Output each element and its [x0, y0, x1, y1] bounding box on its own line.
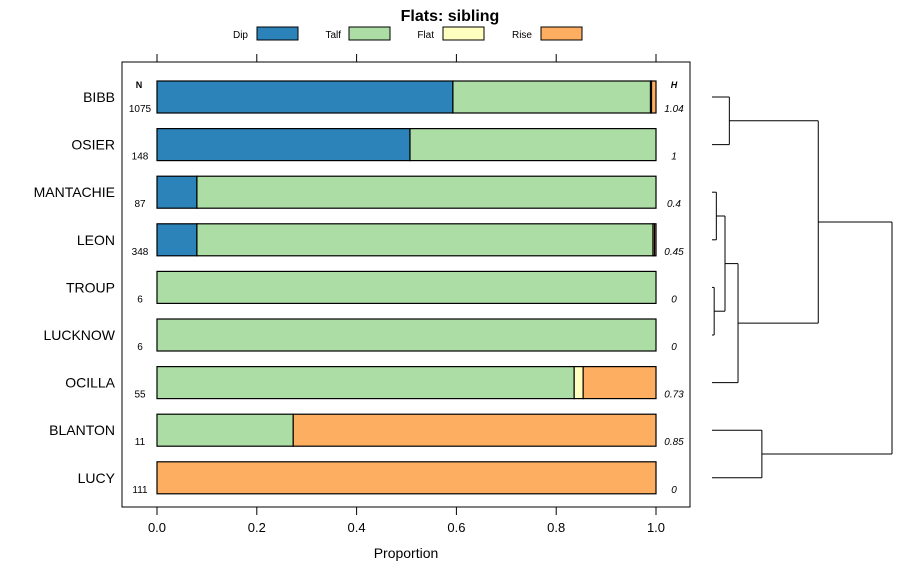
row-labels: BIBB 1075 1.04 OSIER 148 1 MANTACHIE 87 0.4 LEON 3…: [34, 89, 685, 496]
legend-label-rise: Rise: [512, 30, 532, 41]
legend-swatch-dip: [256, 26, 299, 41]
row-label-leon: LEON: [77, 232, 115, 248]
row-label-mantachie: MANTACHIE: [34, 184, 115, 200]
x-tick-label-0-4: 0.4: [348, 520, 366, 535]
n-value-lucy: 111: [132, 485, 148, 496]
n-value-blanton: 11: [135, 437, 146, 448]
row-label-blanton: BLANTON: [49, 422, 115, 438]
h-value-osier: 1: [671, 152, 677, 163]
n-value-lucknow: 6: [137, 342, 143, 353]
legend: Dip Talf Flat Rise: [233, 26, 583, 41]
bar-segment-bibb-dip: [156, 80, 454, 114]
x-axis-label: Proportion: [374, 545, 439, 561]
dendrogram: [712, 96, 893, 479]
x-tick-label-1-0: 1.0: [647, 520, 665, 535]
x-tick-label-0-0: 0.0: [148, 520, 166, 535]
row-label-lucy: LUCY: [78, 470, 116, 486]
bars: [156, 80, 657, 495]
bar-segment-lucy-rise: [156, 461, 657, 495]
h-value-lucknow: 0: [671, 342, 677, 353]
bar-segment-blanton-talf: [156, 413, 294, 447]
plot-frame: [121, 61, 691, 508]
h-value-mantachie: 0.4: [667, 199, 681, 210]
row-label-bibb: BIBB: [83, 89, 115, 105]
h-value-ocilla: 0.73: [664, 390, 684, 401]
bar-segment-leon-rise: [653, 223, 657, 257]
bar-segment-troup-talf: [156, 270, 657, 304]
legend-swatch-rise: [540, 26, 583, 41]
row-label-lucknow: LUCKNOW: [43, 327, 115, 343]
h-value-bibb: 1.04: [664, 104, 684, 115]
legend-swatch-flat: [442, 26, 485, 41]
bar-segment-lucknow-talf: [156, 318, 657, 352]
h-value-lucy: 0: [671, 485, 677, 496]
n-value-osier: 148: [132, 152, 149, 163]
n-value-mantachie: 87: [134, 199, 146, 210]
x-axis: 0.0 0.2 0.4 0.6 0.8 1.0: [148, 54, 665, 535]
n-value-leon: 348: [132, 247, 149, 258]
legend-label-talf: Talf: [325, 30, 341, 41]
chart-title: Flats: sibling: [401, 8, 500, 25]
bar-segment-leon-talf: [196, 223, 654, 257]
bar-segment-osier-talf: [409, 128, 657, 162]
bar-segment-leon-dip: [156, 223, 198, 257]
bar-segment-blanton-rise: [292, 413, 657, 447]
row-label-troup: TROUP: [66, 279, 115, 295]
legend-label-dip: Dip: [233, 30, 248, 41]
x-tick-label-0-8: 0.8: [547, 520, 565, 535]
x-tick-label-0-6: 0.6: [447, 520, 465, 535]
n-value-bibb: 1075: [129, 104, 152, 115]
legend-label-flat: Flat: [417, 30, 434, 41]
x-tick-label-0-2: 0.2: [248, 520, 266, 535]
bar-segment-mantachie-talf: [196, 175, 657, 209]
row-label-osier: OSIER: [71, 137, 115, 153]
h-value-blanton: 0.85: [664, 437, 684, 448]
bar-segment-bibb-talf: [452, 80, 652, 114]
legend-swatch-talf: [348, 26, 391, 41]
bar-segment-mantachie-dip: [156, 175, 198, 209]
n-value-ocilla: 55: [134, 390, 146, 401]
h-value-leon: 0.45: [664, 247, 684, 258]
bar-segment-ocilla-rise: [582, 366, 657, 400]
n-value-troup: 6: [137, 294, 143, 305]
row-label-ocilla: OCILLA: [65, 375, 115, 391]
bar-segment-ocilla-flat: [573, 366, 584, 400]
h-header: H: [671, 80, 678, 90]
bar-segment-bibb-rise: [650, 80, 657, 114]
bar-segment-osier-dip: [156, 128, 411, 162]
bar-segment-ocilla-talf: [156, 366, 575, 400]
n-header: N: [136, 80, 143, 90]
h-value-troup: 0: [671, 294, 677, 305]
